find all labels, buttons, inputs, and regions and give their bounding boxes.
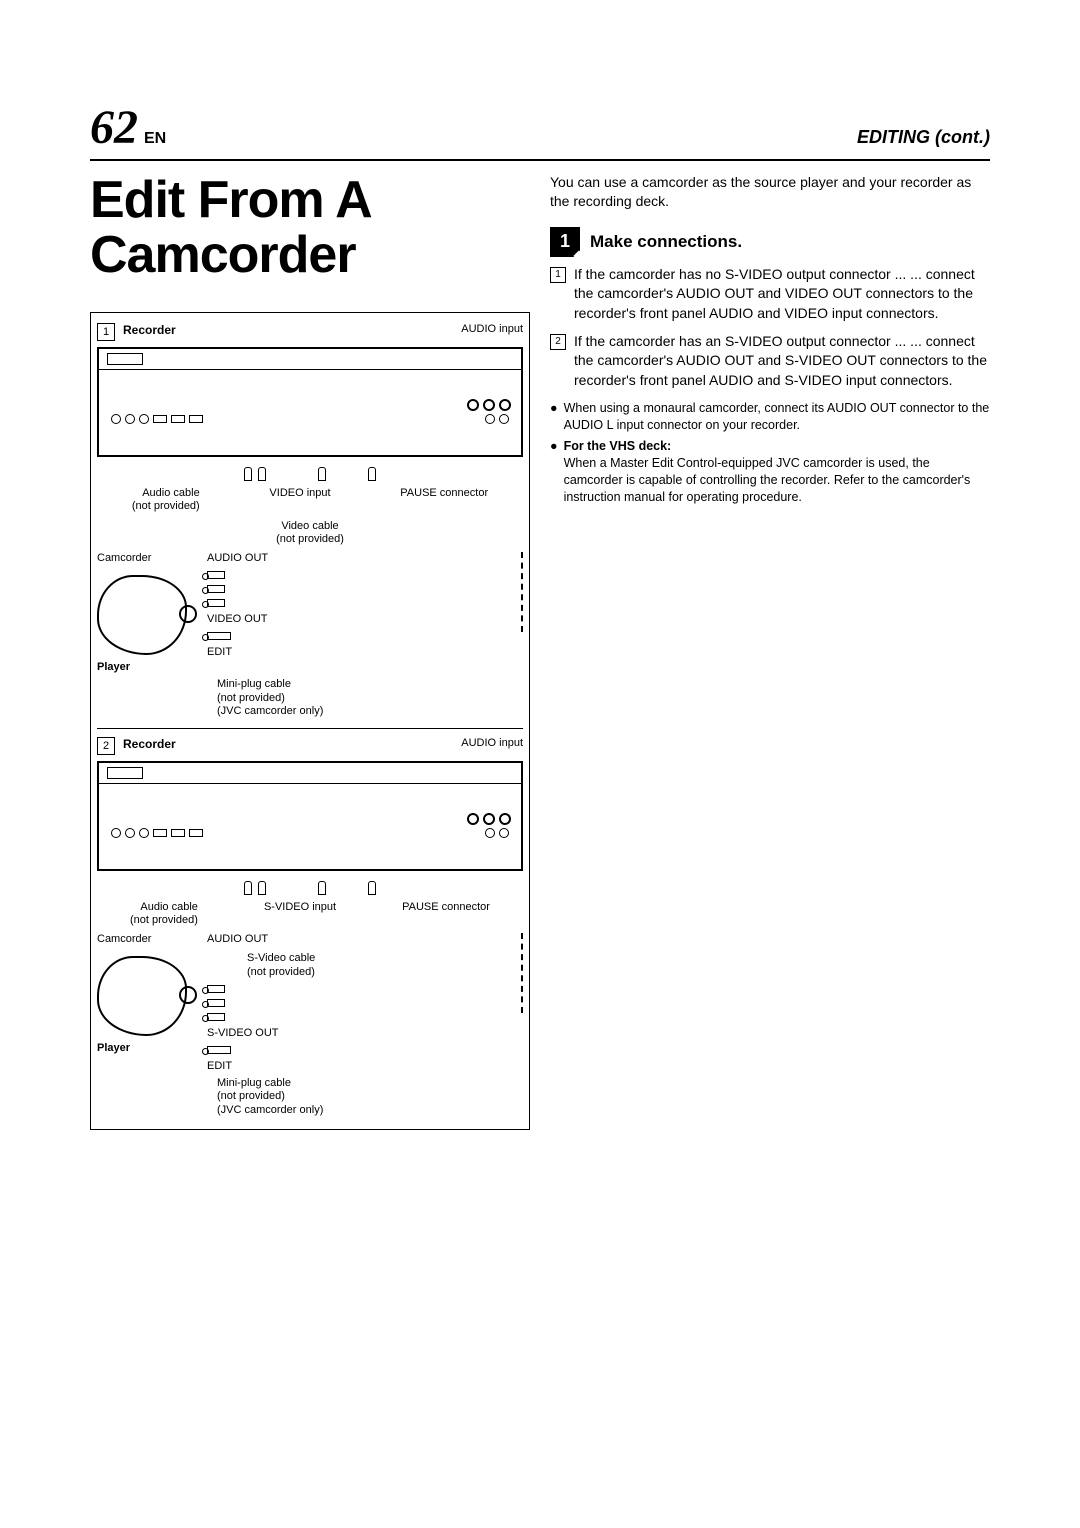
d1-video-input-label: VIDEO input [269, 487, 330, 513]
plugs-row-2 [97, 881, 523, 895]
substep-1-num: 1 [550, 267, 566, 283]
substep-list: 1 If the camcorder has no S-VIDEO output… [550, 265, 990, 391]
d2-audio-out: AUDIO OUT [207, 933, 315, 946]
d1-audio-cable-label: Audio cable (not provided) [132, 487, 200, 513]
diagram2-audio-input: AUDIO input [461, 737, 523, 750]
section-name: EDITING (cont.) [857, 127, 990, 148]
page-number-block: 62 EN [90, 100, 166, 155]
d1-camcorder-label: Camcorder [97, 552, 197, 565]
diagram1-mid-labels: Audio cable (not provided) VIDEO input P… [97, 487, 523, 513]
bullet-dot-icon: ● [550, 400, 558, 434]
d1-pause-label: PAUSE connector [400, 487, 488, 513]
diagram1-header: 1 Recorder AUDIO input [97, 323, 523, 341]
d2-player-label: Player [97, 1042, 197, 1055]
diagram2-section: 2 Recorder AUDIO input [97, 728, 523, 1117]
d1-camcorder-col: Camcorder Player [97, 552, 197, 674]
diagram1-recorder-label: Recorder [123, 323, 176, 337]
d2-pause-label: PAUSE connector [402, 901, 490, 927]
substep-1: 1 If the camcorder has no S-VIDEO output… [550, 265, 990, 324]
intro-text: You can use a camcorder as the source pl… [550, 173, 990, 211]
substep-2-text: If the camcorder has an S-VIDEO output c… [574, 332, 990, 391]
camcorder-icon-2 [97, 956, 187, 1036]
d2-camcorder-col: Camcorder Player [97, 933, 197, 1055]
diagram2-header: 2 Recorder AUDIO input [97, 737, 523, 755]
d1-player-label: Player [97, 661, 197, 674]
step-title: Make connections. [590, 232, 742, 252]
d2-camcorder-label: Camcorder [97, 933, 197, 946]
step-badge: 1 [550, 227, 580, 257]
d2-edit: EDIT [207, 1060, 315, 1073]
left-column: Edit From A Camcorder 1 Recorder AUDIO i… [90, 173, 530, 1130]
right-column: You can use a camcorder as the source pl… [550, 173, 990, 1130]
main-title: Edit From A Camcorder [90, 173, 530, 282]
d1-audio-out: AUDIO OUT [207, 552, 268, 565]
plugs-row-1 [97, 467, 523, 481]
d2-ports: AUDIO OUT S-Video cable (not provided) S… [207, 933, 315, 1073]
bullet-2: ● For the VHS deck: When a Master Edit C… [550, 438, 990, 506]
d2-svideo-input-label: S-VIDEO input [264, 901, 336, 927]
substep-2: 2 If the camcorder has an S-VIDEO output… [550, 332, 990, 391]
bullet-2-text: For the VHS deck: When a Master Edit Con… [564, 438, 990, 506]
page-header: 62 EN EDITING (cont.) [90, 100, 990, 161]
bullet-dot-icon: ● [550, 438, 558, 506]
diagram-box: 1 Recorder AUDIO input [90, 312, 530, 1130]
diagram1-audio-input: AUDIO input [461, 323, 523, 336]
d2-miniplug-label: Mini-plug cable (not provided) (JVC camc… [217, 1077, 523, 1117]
bullet-1: ● When using a monaural camcorder, conne… [550, 400, 990, 434]
diagram2-mid-labels: Audio cable (not provided) S-VIDEO input… [97, 901, 523, 927]
d1-video-cable-label: Video cable (not provided) [97, 520, 523, 546]
bullet-1-text: When using a monaural camcorder, connect… [564, 400, 990, 434]
diagram1-badge: 1 [97, 323, 115, 341]
d2-pause-cable [521, 933, 523, 1013]
diagram2-recorder-label: Recorder [123, 737, 176, 751]
substep-2-num: 2 [550, 334, 566, 350]
diagram2-lower: Camcorder Player AUDIO OUT S-Video cable… [97, 933, 523, 1073]
d2-svideo-cable: S-Video cable (not provided) [247, 952, 315, 978]
vcr-illustration-2 [97, 761, 523, 871]
camcorder-icon [97, 575, 187, 655]
page-lang: EN [144, 130, 166, 148]
d1-edit: EDIT [207, 646, 268, 659]
d1-pause-cable [521, 552, 523, 632]
vcr-illustration-1 [97, 347, 523, 457]
d1-ports: AUDIO OUT VIDEO OUT EDIT [207, 552, 268, 660]
d2-audio-cable-label: Audio cable (not provided) [130, 901, 198, 927]
d1-miniplug-label: Mini-plug cable (not provided) (JVC camc… [217, 678, 523, 718]
diagram1-lower: Camcorder Player AUDIO OUT VIDEO OUT EDI… [97, 552, 523, 674]
substep-1-text: If the camcorder has no S-VIDEO output c… [574, 265, 990, 324]
diagram2-badge: 2 [97, 737, 115, 755]
d1-video-out: VIDEO OUT [207, 613, 268, 626]
page-number: 62 [90, 100, 138, 155]
bullet-list: ● When using a monaural camcorder, conne… [550, 400, 990, 505]
d2-svideo-out: S-VIDEO OUT [207, 1027, 315, 1040]
step-header: 1 Make connections. [550, 227, 990, 257]
